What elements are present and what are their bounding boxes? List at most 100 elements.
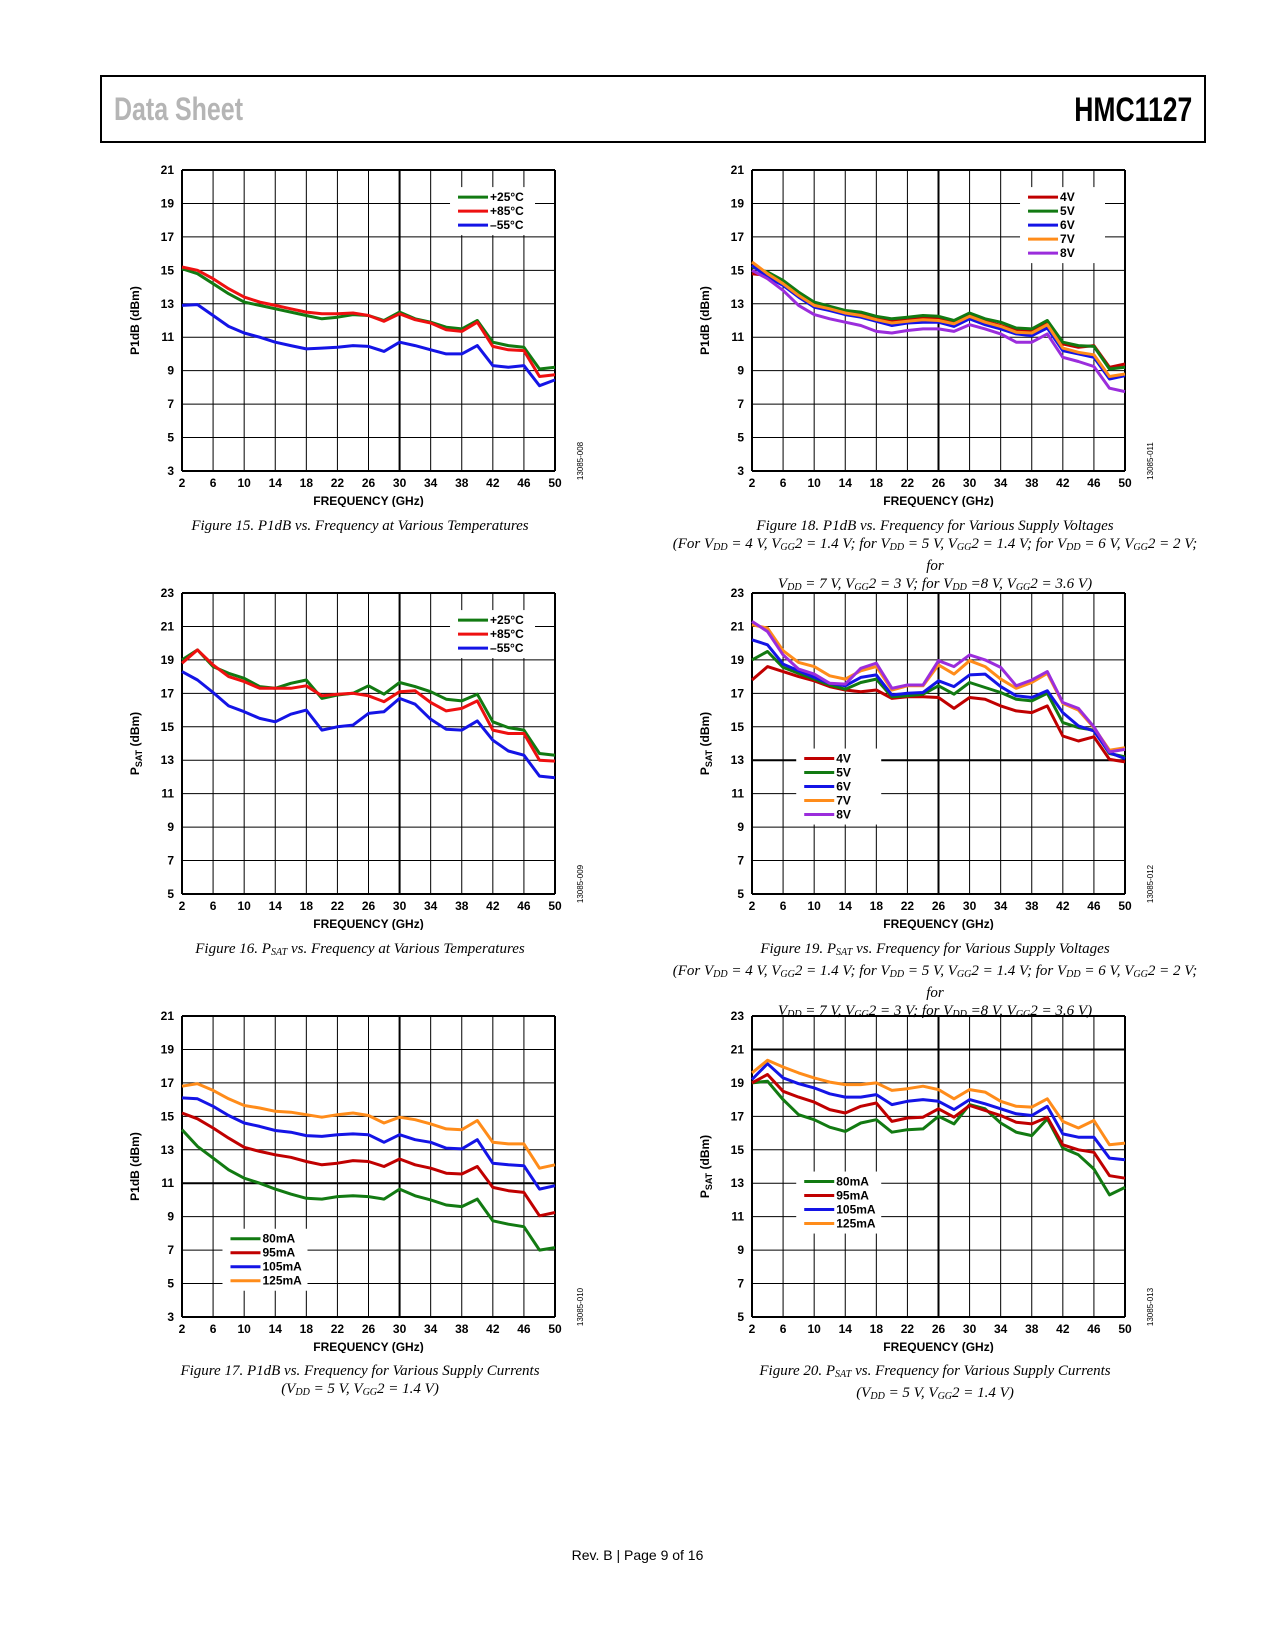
caption-conditions-line1: (For VDD = 4 V, VGG2 = 1.4 V; for VDD = … — [672, 536, 1198, 574]
series-line-125ma — [751, 1058, 1126, 1147]
grid — [751, 592, 1126, 895]
figure-19-chart: 2 6 10 14 18 22 26 30 34 38 42 46 50 5 7 9 11 13 15 17 19 21 2… — [695, 585, 1255, 1005]
legend-label: +85°C — [490, 627, 524, 641]
x-tick-label: 30 — [393, 899, 407, 913]
y-tick-label: 13 — [161, 1143, 175, 1157]
x-axis-label: FREQUENCY (GHz) — [313, 494, 423, 507]
y-tick-label: 17 — [731, 1109, 745, 1123]
legend-label: –55°C — [490, 641, 524, 655]
x-tick-label: 18 — [300, 476, 314, 490]
y-tick-label: 5 — [167, 431, 174, 445]
caption-main: Figure 18. P1dB vs. Frequency for Variou… — [756, 518, 1114, 534]
x-tick-label: 6 — [780, 1322, 787, 1336]
x-tick-label: 14 — [839, 476, 853, 490]
series-line-95ma — [751, 1073, 1126, 1180]
y-tick-label: 5 — [167, 1277, 174, 1291]
y-tick-label: 7 — [167, 397, 174, 411]
y-tick-label: 19 — [161, 653, 175, 667]
figure-id: 13085-008 — [576, 441, 585, 480]
y-tick-label: 15 — [161, 1109, 175, 1123]
legend-label: 5V — [836, 766, 851, 780]
x-tick-label: 34 — [994, 476, 1008, 490]
legend-label: 125mA — [262, 1274, 302, 1288]
page-header: Data Sheet HMC1127 — [100, 75, 1206, 143]
x-tick-label: 26 — [932, 899, 946, 913]
y-tick-label: 3 — [167, 464, 174, 478]
legend-label: 7V — [836, 794, 851, 808]
legend-label: 95mA — [836, 1189, 869, 1203]
y-tick-label: 5 — [737, 431, 744, 445]
x-tick-label: 18 — [870, 1322, 884, 1336]
y-axis-label: PSAT (dBm) — [698, 712, 714, 775]
series-line-95ma — [181, 1111, 556, 1218]
x-tick-label: 42 — [486, 899, 500, 913]
x-tick-label: 38 — [1025, 1322, 1039, 1336]
x-tick-label: 38 — [455, 1322, 469, 1336]
figure-17-chart: 2 6 10 14 18 22 26 30 34 38 42 46 50 3 5 7 9 11 13 15 17 19 21… — [125, 1008, 685, 1428]
y-tick-label: 21 — [161, 163, 175, 177]
legend-label: 105mA — [836, 1203, 876, 1217]
x-tick-label: 30 — [963, 476, 977, 490]
x-tick-label: 10 — [237, 476, 251, 490]
x-tick-label: 30 — [393, 1322, 407, 1336]
figure-id: 13085-009 — [576, 864, 585, 903]
figure-15-chart: 2 6 10 14 18 22 26 30 34 38 42 46 50 3 5 7 9 11 13 15 17 19 21… — [125, 162, 685, 582]
y-tick-label: 11 — [161, 787, 174, 801]
x-tick-label: 26 — [362, 476, 376, 490]
x-tick-label: 22 — [331, 899, 345, 913]
y-tick-label: 9 — [167, 364, 174, 378]
x-tick-label: 26 — [362, 1322, 376, 1336]
x-tick-label: 10 — [807, 476, 821, 490]
legend-label: +85°C — [490, 204, 524, 218]
series-line-85c — [181, 265, 556, 378]
y-axis-label: P1dB (dBm) — [698, 286, 712, 355]
legend-label: 125mA — [836, 1217, 876, 1231]
x-axis-label: FREQUENCY (GHz) — [883, 494, 993, 507]
legend-label: –55°C — [490, 218, 524, 232]
series-line-5v — [751, 265, 1126, 371]
y-tick-label: 3 — [167, 1310, 174, 1324]
figure-id: 13085-012 — [1146, 864, 1155, 903]
x-tick-label: 2 — [179, 899, 186, 913]
chart-svg: 2 6 10 14 18 22 26 30 34 38 42 46 503579111315171921… — [128, 163, 585, 507]
caption-main: Figure 19. PSAT vs. Frequency for Variou… — [760, 941, 1110, 958]
x-tick-label: 34 — [994, 1322, 1008, 1336]
x-tick-label: 50 — [548, 1322, 562, 1336]
x-axis-label: FREQUENCY (GHz) — [313, 917, 423, 930]
y-tick-label: 7 — [167, 1243, 174, 1257]
x-tick-label: 30 — [963, 899, 977, 913]
figure-16-caption: Figure 16. PSAT vs. Frequency at Various… — [125, 940, 595, 962]
x-tick-label: 22 — [901, 899, 915, 913]
chart-svg: 2 6 10 14 18 22 26 30 34 38 42 46 505791113151719212… — [698, 586, 1155, 930]
chart-svg: 2 6 10 14 18 22 26 30 34 38 42 46 503579111315171921… — [698, 163, 1155, 507]
legend-label: 80mA — [836, 1175, 869, 1189]
caption-conditions-line1: (For VDD = 4 V, VGG2 = 1.4 V; for VDD = … — [672, 963, 1198, 1001]
y-tick-label: 15 — [161, 720, 175, 734]
y-tick-label: 9 — [737, 364, 744, 378]
x-tick-label: 42 — [486, 1322, 500, 1336]
x-tick-label: 38 — [455, 476, 469, 490]
caption-main: Figure 17. P1dB vs. Frequency for Variou… — [180, 1363, 540, 1379]
caption-conditions-line2: VDD = 7 V, VGG2 = 3 V; for VDD =8 V, VGG… — [777, 576, 1093, 593]
series-line-4v — [751, 665, 1126, 764]
y-tick-label: 21 — [161, 1009, 175, 1023]
figure-id: 13085-013 — [1146, 1287, 1155, 1326]
x-tick-label: 22 — [331, 1322, 345, 1336]
figure-16-chart: 2 6 10 14 18 22 26 30 34 38 42 46 50 5 7 9 11 13 15 17 19 21 2… — [125, 585, 685, 1005]
x-tick-label: 14 — [269, 899, 283, 913]
x-tick-label: 6 — [210, 476, 217, 490]
y-tick-label: 19 — [731, 653, 745, 667]
x-tick-label: 10 — [237, 899, 251, 913]
y-tick-label: 11 — [731, 330, 744, 344]
y-tick-label: 17 — [161, 230, 175, 244]
chart-svg: 2 6 10 14 18 22 26 30 34 38 42 46 505791113151719212… — [128, 586, 585, 930]
legend-label: +25°C — [490, 613, 524, 627]
x-tick-label: 10 — [807, 899, 821, 913]
figure-id: 13085-010 — [576, 1287, 585, 1326]
x-tick-label: 2 — [749, 899, 756, 913]
x-tick-label: 42 — [1056, 899, 1070, 913]
y-tick-label: 19 — [161, 1042, 175, 1056]
doc-type-title: Data Sheet — [114, 91, 244, 127]
x-axis-label: FREQUENCY (GHz) — [883, 917, 993, 930]
y-tick-label: 5 — [167, 887, 174, 901]
